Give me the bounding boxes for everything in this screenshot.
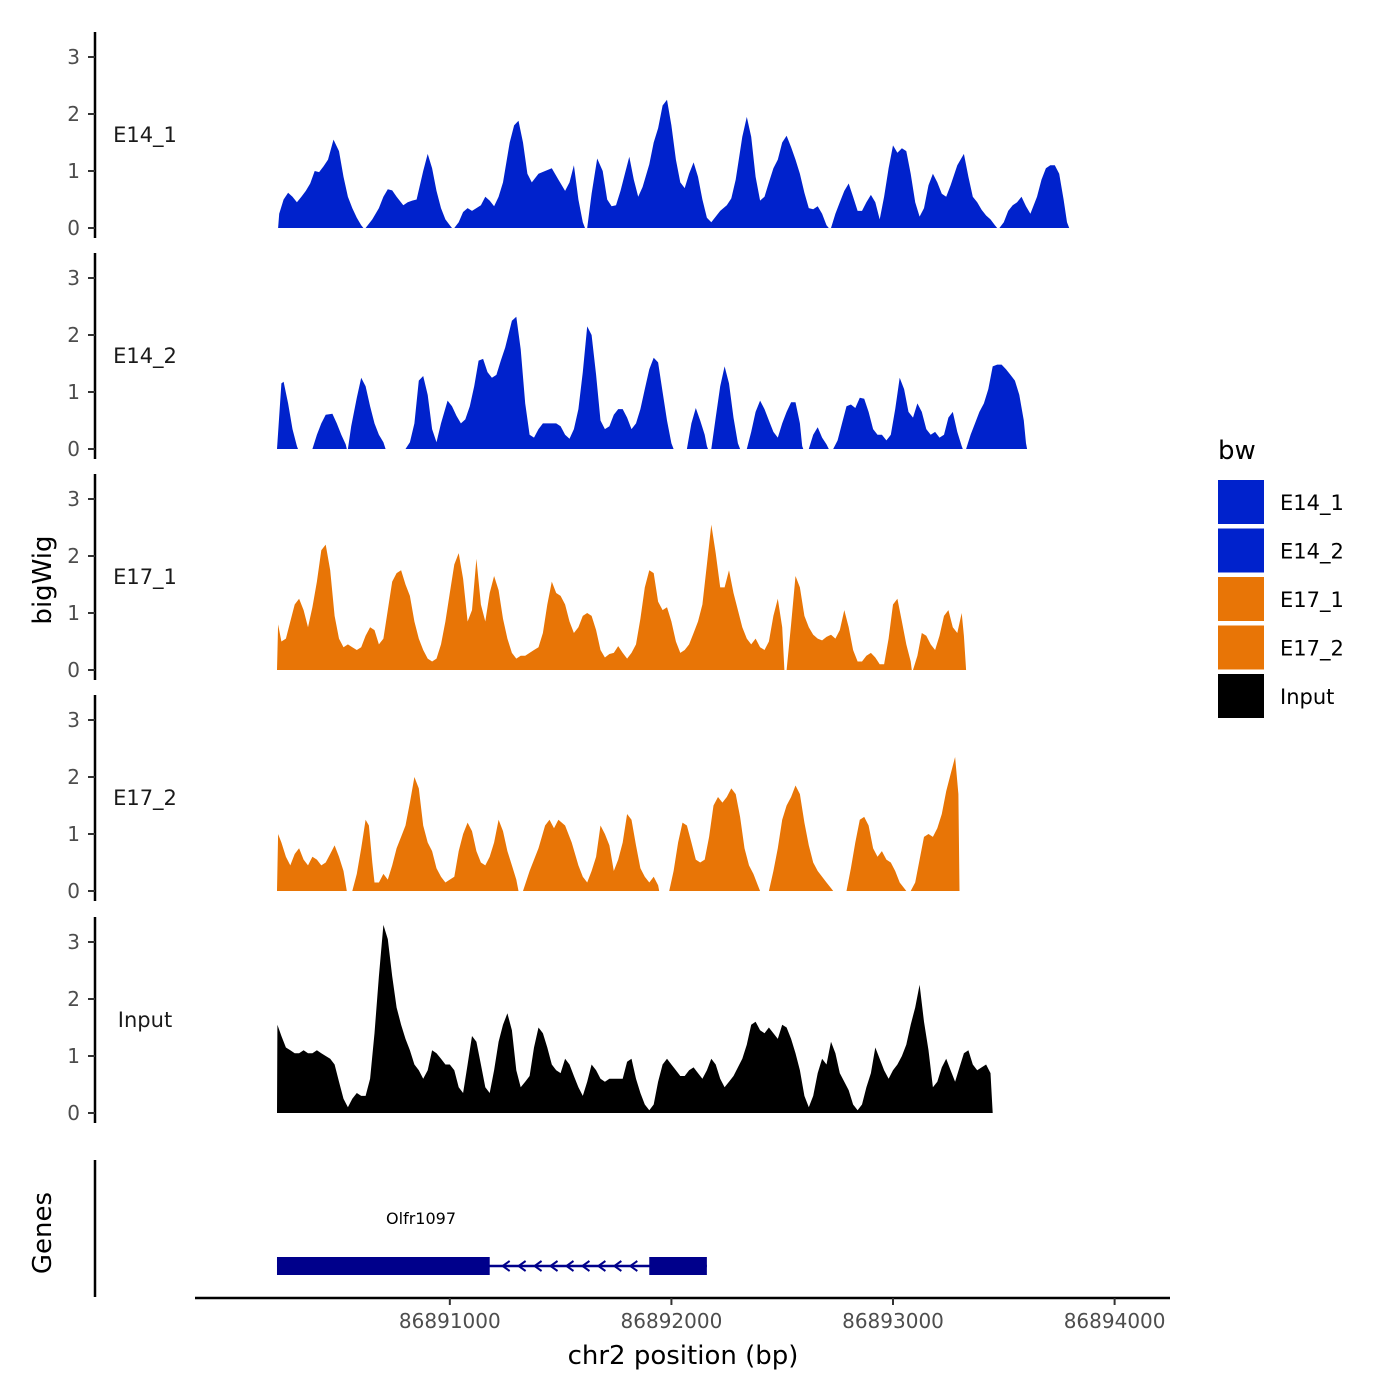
- y-tick-label: 2: [67, 323, 80, 347]
- genes-axis-title: Genes: [28, 1192, 58, 1274]
- y-tick-label: 0: [67, 437, 80, 461]
- track-e17-1: 0 1 2 3 E17_1: [67, 474, 967, 682]
- bigwig-tracks: 0 1 2 3 E14_1 0 1 2 3 E14_2 0 1 2 3 E17_1 0 1 2 3 E17_2 0 1 2 3…: [67, 32, 1070, 1125]
- strand-arrow: [564, 1260, 575, 1272]
- y-tick-label: 0: [67, 1101, 80, 1125]
- gene-track: Olfr1097: [93, 1160, 707, 1297]
- gene-olfr1097: Olfr1097: [276, 1209, 707, 1275]
- y-tick-label: 3: [67, 487, 80, 511]
- legend-label: E14_1: [1280, 491, 1344, 516]
- legend-entry-e17-1: E17_1: [1218, 577, 1344, 621]
- x-tick-label: 86892000: [621, 1309, 723, 1333]
- track-label: E17_2: [113, 786, 177, 811]
- exon: [276, 1257, 490, 1275]
- legend-entry-e17-2: E17_2: [1218, 625, 1344, 670]
- strand-arrow: [548, 1260, 559, 1272]
- track-label: Input: [118, 1008, 172, 1032]
- y-tick-label: 3: [67, 266, 80, 290]
- y-tick-label: 0: [67, 879, 80, 903]
- y-tick-label: 2: [67, 102, 80, 126]
- y-tick-label: 1: [67, 159, 80, 183]
- x-axis: 86891000 86892000 86893000 86894000: [195, 1296, 1170, 1333]
- strand-arrow: [532, 1260, 543, 1272]
- legend-label: Input: [1280, 685, 1334, 709]
- legend: bw E14_1 E14_2 E17_1 E17_2 Input: [1218, 436, 1344, 718]
- legend-swatch: [1218, 674, 1264, 718]
- strand-arrow: [580, 1260, 591, 1272]
- signal-area: [278, 99, 1070, 228]
- legend-swatch: [1218, 480, 1264, 524]
- exon: [649, 1257, 707, 1275]
- legend-label: E17_1: [1280, 588, 1344, 613]
- x-tick-label: 86891000: [399, 1309, 501, 1333]
- strand-arrow: [500, 1260, 511, 1272]
- y-tick-label: 3: [67, 708, 80, 732]
- strand-arrow: [516, 1260, 527, 1272]
- track-label: E17_1: [113, 565, 177, 590]
- x-axis-title: chr2 position (bp): [568, 1341, 799, 1371]
- legend-title: bw: [1218, 436, 1256, 466]
- legend-swatch: [1218, 625, 1264, 670]
- signal-area: [277, 316, 1028, 449]
- legend-label: E17_2: [1280, 637, 1344, 662]
- legend-entry-e14-1: E14_1: [1218, 480, 1344, 524]
- track-input: 0 1 2 3 Input: [67, 917, 993, 1125]
- track-e17-2: 0 1 2 3 E17_2: [67, 695, 960, 903]
- gene-label: Olfr1097: [386, 1209, 456, 1228]
- x-tick-label: 86893000: [842, 1309, 944, 1333]
- y-tick-label: 2: [67, 765, 80, 789]
- y-tick-label: 1: [67, 601, 80, 625]
- strand-arrow: [612, 1260, 622, 1272]
- y-tick-label: 3: [67, 930, 80, 954]
- y-tick-label: 1: [67, 1044, 80, 1068]
- x-tick-label: 86894000: [1064, 1309, 1166, 1333]
- legend-entry-input: Input: [1218, 674, 1334, 718]
- y-tick-label: 1: [67, 380, 80, 404]
- legend-entry-e14-2: E14_2: [1218, 528, 1344, 573]
- track-e14-1: 0 1 2 3 E14_1: [67, 32, 1070, 240]
- y-tick-label: 0: [67, 216, 80, 240]
- track-label: E14_1: [113, 123, 177, 148]
- track-e14-2: 0 1 2 3 E14_2: [67, 253, 1028, 461]
- signal-area: [277, 524, 967, 670]
- y-tick-label: 2: [67, 544, 80, 568]
- y-axis-title: bigWig: [28, 535, 58, 624]
- strand-arrow: [628, 1260, 638, 1272]
- signal-area: [277, 757, 960, 891]
- y-tick-label: 2: [67, 987, 80, 1011]
- legend-swatch: [1218, 577, 1264, 621]
- legend-swatch: [1218, 528, 1264, 573]
- strand-arrow: [596, 1260, 606, 1272]
- y-tick-label: 1: [67, 822, 80, 846]
- y-tick-label: 0: [67, 658, 80, 682]
- legend-label: E14_2: [1280, 540, 1344, 565]
- track-label: E14_2: [113, 344, 177, 369]
- signal-area: [277, 924, 993, 1113]
- y-tick-label: 3: [67, 45, 80, 69]
